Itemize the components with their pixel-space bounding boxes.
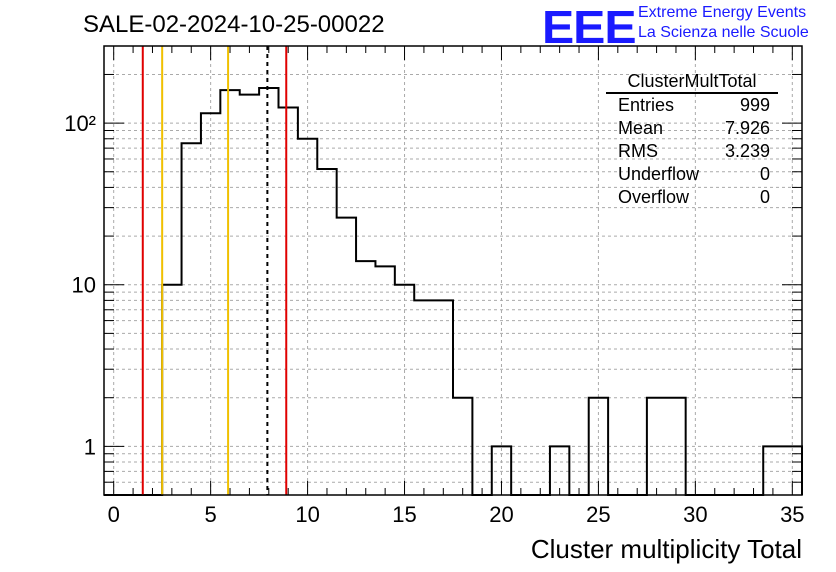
stats-row-mean: Mean 7.926 (606, 117, 778, 140)
histogram-bin (259, 88, 278, 495)
y-tick-label: 10 (72, 273, 96, 298)
y-tick-label: 10² (64, 111, 96, 136)
stats-value: 0 (759, 164, 770, 184)
stats-label: Mean (618, 118, 664, 138)
x-axis-label: Cluster multiplicity Total (530, 534, 802, 564)
stats-label: Overflow (618, 187, 690, 207)
histogram-bars (104, 86, 803, 496)
y-tick-label: 1 (84, 434, 96, 459)
histogram-bin (356, 261, 375, 495)
histogram-bin (182, 143, 201, 495)
histogram-bin (453, 398, 472, 495)
logo-line-1: Extreme Energy Events (638, 4, 807, 21)
x-tick-label: 5 (205, 502, 217, 527)
marker-lines (141, 46, 288, 495)
histogram-bin (240, 95, 259, 495)
x-tick-label: 10 (295, 502, 319, 527)
tick-labels: 0 5 10 15 20 25 30 35 1 10 10² (64, 111, 804, 527)
x-tick-label: 20 (489, 502, 513, 527)
stats-value: 0 (759, 187, 770, 207)
chart-title: SALE-02-2024-10-25-00022 (83, 11, 385, 38)
stats-label: Underflow (618, 164, 700, 184)
stats-value: 999 (739, 95, 770, 115)
x-tick-label: 30 (683, 502, 707, 527)
histogram-bin (162, 285, 181, 495)
stats-box-title: ClusterMultTotal (606, 70, 778, 94)
stats-row-rms: RMS 3.239 (606, 140, 778, 163)
x-tick-label: 15 (392, 502, 416, 527)
stats-label: RMS (618, 141, 658, 161)
stats-label: Entries (618, 95, 675, 115)
stats-value: 7.926 (724, 118, 770, 138)
eee-logo-mark: EEE (542, 1, 637, 53)
stats-value: 3.239 (724, 141, 770, 161)
x-tick-label: 25 (586, 502, 610, 527)
plot-frame (103, 45, 803, 496)
stats-row-entries: Entries 999 (606, 94, 778, 117)
stats-row-underflow: Underflow 0 (606, 163, 778, 186)
logo-line-2: La Scienza nelle Scuole (638, 24, 809, 41)
histogram-bin (279, 107, 298, 495)
stats-row-overflow: Overflow 0 (606, 186, 778, 209)
histogram-outline (104, 86, 803, 496)
x-tick-label: 35 (780, 502, 804, 527)
stats-box: ClusterMultTotal Entries 999 Mean 7.926 … (606, 70, 778, 209)
histogram-bin (375, 266, 394, 495)
x-tick-label: 0 (108, 502, 120, 527)
axes (103, 45, 803, 496)
